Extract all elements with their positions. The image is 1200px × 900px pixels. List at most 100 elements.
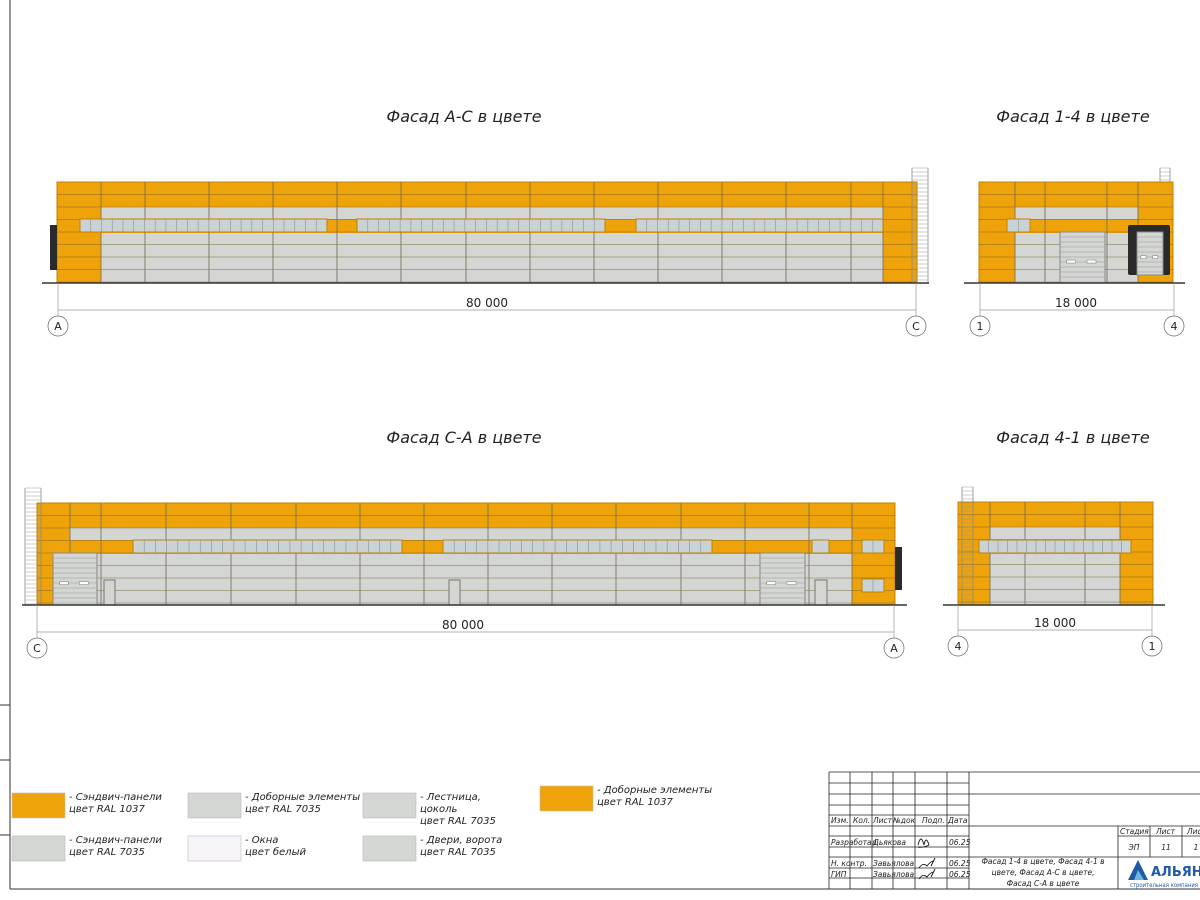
window-strip xyxy=(861,578,885,593)
window-strip xyxy=(1006,218,1031,233)
gate-panel xyxy=(759,552,806,606)
dimension-1-4: 18 000 1 4 xyxy=(969,283,1185,337)
facade-4-1 xyxy=(943,486,1165,606)
legend-label: цвет RAL 7035 xyxy=(420,816,496,827)
window-strip xyxy=(79,218,328,233)
door xyxy=(448,579,461,606)
header-data: Дата xyxy=(947,816,968,825)
facade-title-a-c: Фасад А-С в цвете xyxy=(386,107,541,126)
gate-window xyxy=(1066,259,1076,264)
description-line: Фасад 1-4 в цвете, Фасад 4-1 в xyxy=(981,857,1104,866)
legend-label: цвет белый xyxy=(245,846,306,858)
window-strip xyxy=(811,539,830,554)
legend-label: цвет RAL 7035 xyxy=(245,804,321,815)
sheets-label: Листов xyxy=(1186,827,1200,836)
row-name: Завьялова xyxy=(873,859,915,868)
axis-label: С xyxy=(912,320,920,333)
sectional-gate xyxy=(759,552,806,606)
window-strip xyxy=(442,539,713,554)
gate-window xyxy=(786,581,797,585)
ladder xyxy=(24,487,42,605)
ladder xyxy=(1159,167,1171,182)
gate-window xyxy=(1152,255,1159,259)
door xyxy=(103,579,116,606)
dimension-label: 18 000 xyxy=(1055,296,1097,310)
row-role: ГИП xyxy=(831,870,847,879)
window-frame xyxy=(811,539,830,554)
sectional-gate xyxy=(1136,231,1164,276)
window-strip xyxy=(635,218,884,233)
window-strip xyxy=(978,539,1132,554)
title-block xyxy=(828,771,1200,889)
legend-label: - Доборные элементы xyxy=(597,784,712,796)
gate-panel xyxy=(1136,231,1164,276)
legend-swatch xyxy=(362,792,417,819)
company-name: АЛЬЯНС xyxy=(1151,865,1200,880)
legend-swatch xyxy=(187,835,242,862)
facade-a-c xyxy=(42,167,929,284)
legend-label: - Сэндвич-панели xyxy=(69,835,162,846)
signature-icon xyxy=(917,838,936,880)
window-frame xyxy=(356,218,606,233)
axis-label: А xyxy=(54,320,62,333)
legend-label: цвет RAL 7035 xyxy=(420,847,496,858)
company-logo: АЛЬЯНС строительная компания xyxy=(1128,860,1200,889)
sheets-value: 1 xyxy=(1194,843,1199,852)
gate-window xyxy=(1140,255,1147,259)
header-list: Лист xyxy=(872,816,893,825)
row-date: 06.25 xyxy=(949,838,971,847)
stage-label: Стадия xyxy=(1120,827,1149,836)
header-podp: Подп. xyxy=(922,816,945,825)
facade-title-c-a: Фасад С-А в цвете xyxy=(386,428,541,447)
window-strip xyxy=(132,539,403,554)
gate-panel xyxy=(52,552,98,606)
dimension-4-1: 18 000 4 1 xyxy=(947,605,1163,657)
legend-swatch xyxy=(362,835,417,862)
sheet-label: Лист xyxy=(1155,827,1176,836)
axis-label: 4 xyxy=(1171,320,1178,333)
stage-value: ЭП xyxy=(1128,843,1140,852)
legend-label: - Лестница, xyxy=(420,792,481,803)
header-izm: Изм. xyxy=(831,816,849,825)
row-role: Н. контр. xyxy=(831,859,867,868)
facade-title-4-1: Фасад 4-1 в цвете xyxy=(996,428,1150,447)
row-name: Дьякова xyxy=(872,838,906,847)
legend-swatch xyxy=(11,792,66,819)
dimension-a-c: 80 000 А С xyxy=(47,283,927,337)
legend-label: цвет RAL 7035 xyxy=(69,847,145,858)
canopy xyxy=(895,547,902,590)
description-line: цвете, Фасад А-С в цвете, xyxy=(991,868,1094,877)
axis-label: С xyxy=(33,642,41,655)
axis-label: 4 xyxy=(955,640,962,653)
sandwich-panels-gray xyxy=(101,207,883,283)
axis-label: А xyxy=(890,642,898,655)
sandwich-panels-gray xyxy=(990,527,1120,605)
legend-swatch xyxy=(11,835,66,862)
row-name: Завьялова xyxy=(873,870,915,879)
door xyxy=(814,579,828,606)
legend-label: цвет RAL 1037 xyxy=(69,804,145,815)
legend-swatch xyxy=(187,792,242,819)
legend-label: - Сэндвич-панели xyxy=(69,792,162,803)
header-kol: Кол. xyxy=(853,816,870,825)
axis-label: 1 xyxy=(977,320,984,333)
gate-window xyxy=(59,581,69,585)
facade-1-4 xyxy=(964,167,1185,284)
row-date: 06.25 xyxy=(949,870,971,879)
dimension-label: 80 000 xyxy=(466,296,508,310)
legend-label: - Доборные элементы xyxy=(245,791,360,803)
legend-label: - Окна xyxy=(245,835,278,846)
sectional-gate xyxy=(52,552,98,606)
gate-panel xyxy=(1059,231,1106,284)
window-strip xyxy=(356,218,606,233)
legend-label: цвет RAL 1037 xyxy=(597,797,673,808)
